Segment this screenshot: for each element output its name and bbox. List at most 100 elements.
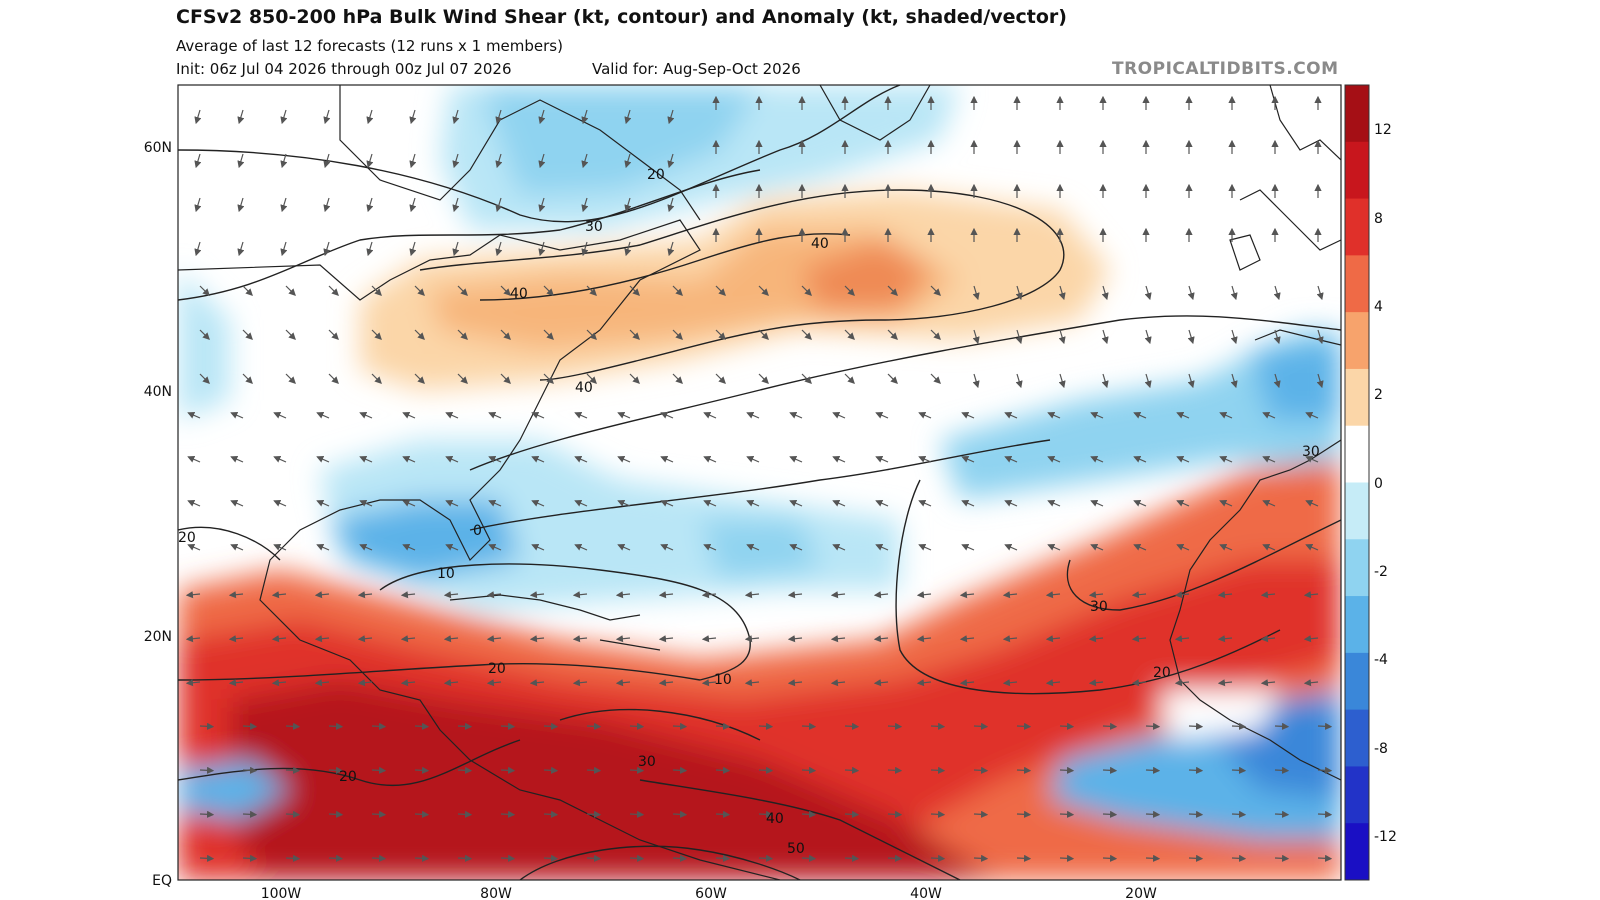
colorbar-swatch [1345, 198, 1369, 256]
wind-vector [445, 499, 459, 507]
wind-vectors [185, 95, 1333, 862]
wind-vector [452, 109, 460, 125]
wind-vector [629, 329, 640, 340]
wind-vector [787, 635, 803, 643]
colorbar-label: -4 [1374, 652, 1388, 668]
lat-label: 20N [144, 629, 172, 645]
colorbar-label: 2 [1374, 387, 1383, 403]
wind-vector [617, 499, 631, 507]
lon-label: 60W [695, 886, 727, 900]
map-frame [177, 84, 1342, 881]
contour-label: 0 [473, 523, 482, 539]
wind-vector [194, 153, 202, 169]
wind-vector [500, 329, 511, 340]
wind-vector [787, 679, 803, 687]
wind-vector [199, 722, 215, 730]
wind-vector [1317, 854, 1333, 862]
wind-vector [1101, 285, 1109, 301]
wind-vector [185, 591, 201, 599]
wind-vector [658, 591, 674, 599]
contour-label: 30 [585, 219, 603, 235]
wind-vector [1101, 329, 1109, 345]
colorbar-label: 12 [1374, 122, 1392, 138]
map-title: CFSv2 850-200 hPa Bulk Wind Shear (kt, c… [176, 6, 1067, 28]
wind-vector [629, 854, 645, 862]
wind-vector [414, 854, 430, 862]
wind-vector [1047, 455, 1061, 463]
wind-vector [228, 679, 244, 687]
wind-vector [500, 766, 516, 774]
wind-vector [529, 679, 545, 687]
wind-vector [617, 411, 631, 419]
colorbar [1344, 84, 1370, 881]
valid-period: Valid for: Aug-Sep-Oct 2026 [592, 60, 801, 78]
wind-vector [1058, 329, 1066, 345]
wind-vector [672, 766, 688, 774]
wind-vector [495, 197, 503, 213]
wind-vector [488, 411, 502, 419]
wind-vector [629, 722, 645, 730]
wind-vector [242, 810, 258, 818]
wind-vector [758, 285, 769, 296]
wind-vector [1305, 543, 1319, 551]
wind-vector [1188, 722, 1204, 730]
wind-vector [1273, 373, 1281, 389]
wind-vector [400, 635, 416, 643]
wind-vector [1260, 591, 1276, 599]
colorbar-swatch [1345, 425, 1369, 483]
wind-vector [624, 241, 632, 257]
wind-vector [844, 722, 860, 730]
contour-label: 20 [178, 530, 196, 546]
wind-vector [1058, 373, 1066, 389]
wind-vector [1131, 635, 1147, 643]
wind-vector [280, 197, 288, 213]
wind-vector [1187, 373, 1195, 389]
wind-vector [1231, 722, 1247, 730]
wind-vector [199, 810, 215, 818]
lon-label: 40W [910, 886, 942, 900]
wind-vector [586, 854, 602, 862]
wind-vector [758, 373, 769, 384]
wind-vector [801, 854, 817, 862]
wind-vector [746, 455, 760, 463]
wind-vector [414, 329, 425, 340]
wind-vector [500, 810, 516, 818]
wind-vector [918, 543, 932, 551]
wind-vector [1059, 766, 1075, 774]
wind-vector [658, 635, 674, 643]
wind-vector [409, 109, 417, 125]
wind-vector [328, 766, 344, 774]
wind-vector [1133, 499, 1147, 507]
wind-vector [488, 543, 502, 551]
wind-vector [230, 411, 244, 419]
wind-vector [586, 766, 602, 774]
wind-vector [801, 722, 817, 730]
wind-vector [371, 722, 387, 730]
wind-vector [703, 543, 717, 551]
wind-vector [801, 285, 812, 296]
wind-vector [887, 285, 898, 296]
wind-vector [271, 591, 287, 599]
wind-vector [500, 373, 511, 384]
wind-vector [271, 635, 287, 643]
wind-vector [624, 109, 632, 125]
wind-vector [531, 411, 545, 419]
wind-vector [228, 591, 244, 599]
wind-vector [1016, 722, 1032, 730]
wind-vector [703, 455, 717, 463]
wind-vector [1102, 810, 1118, 818]
wind-vector [615, 635, 631, 643]
wind-vector [1230, 373, 1238, 389]
wind-vector [371, 329, 382, 340]
wind-vector [500, 854, 516, 862]
wind-vector [1176, 455, 1190, 463]
wind-vector [758, 722, 774, 730]
wind-vector [581, 109, 589, 125]
wind-vector [285, 722, 301, 730]
longitude-axis: 100W 80W 60W 40W 20W [261, 886, 1157, 900]
wind-vector [1047, 499, 1061, 507]
wind-vector [758, 810, 774, 818]
wind-vector [873, 679, 889, 687]
wind-vector [832, 499, 846, 507]
wind-vector [199, 854, 215, 862]
